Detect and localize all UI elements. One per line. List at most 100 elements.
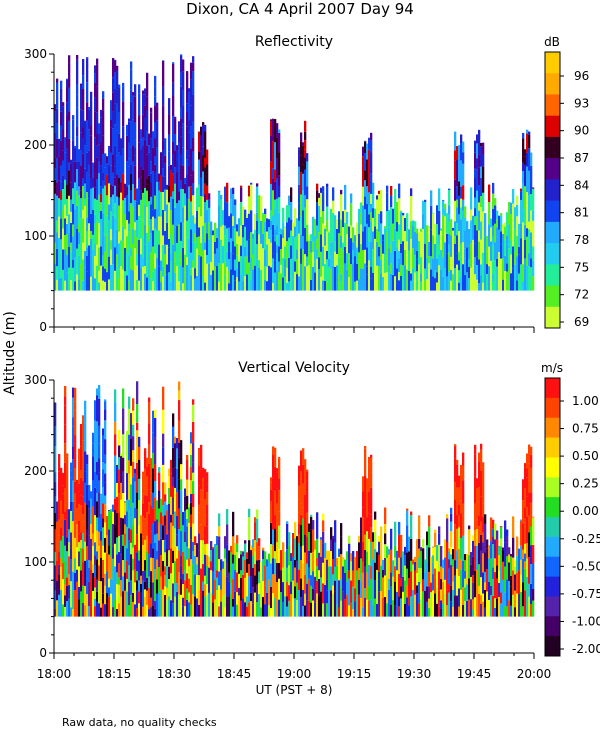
data-cell (362, 516, 365, 542)
data-cell (338, 548, 341, 557)
data-cell (126, 447, 129, 474)
data-cell (122, 471, 125, 494)
data-cell (84, 585, 87, 606)
data-cell (452, 581, 455, 590)
colorbar-band (545, 517, 560, 538)
data-cell (370, 527, 373, 542)
data-cell (204, 183, 207, 195)
data-cell (396, 221, 399, 232)
data-cell (304, 169, 307, 196)
data-cell (62, 536, 65, 563)
data-cell (212, 602, 215, 617)
data-cell (268, 553, 271, 561)
data-cell (462, 210, 465, 233)
data-cell (188, 165, 191, 187)
data-cell (450, 219, 453, 236)
data-cell (132, 206, 135, 229)
data-cell (530, 267, 533, 291)
data-cell (144, 450, 147, 469)
data-cell (276, 178, 279, 199)
data-cell (312, 529, 315, 553)
data-cell (96, 112, 99, 134)
data-cell (478, 283, 481, 291)
colorbar-band (545, 457, 560, 478)
data-cell (86, 230, 89, 248)
data-cell (104, 399, 107, 402)
data-cell (396, 247, 399, 260)
data-cell (108, 183, 111, 205)
data-cell (456, 568, 459, 596)
data-cell (274, 515, 277, 529)
data-cell (186, 599, 189, 617)
data-cell (528, 148, 531, 171)
data-cell (162, 176, 165, 193)
data-cell (118, 603, 121, 617)
data-cell (182, 147, 185, 167)
data-cell (424, 199, 427, 203)
data-cell (488, 184, 491, 190)
data-cell (74, 467, 77, 482)
data-cell (224, 274, 227, 291)
data-cell (74, 590, 77, 617)
data-cell (272, 574, 275, 594)
data-cell (180, 479, 183, 491)
data-cell (360, 213, 363, 225)
data-cell (380, 223, 383, 245)
data-cell (432, 258, 435, 277)
data-cell (334, 519, 337, 521)
data-cell (174, 207, 177, 228)
data-cell (98, 194, 101, 206)
data-cell (476, 216, 479, 231)
data-cell (402, 553, 405, 577)
data-cell (74, 443, 77, 468)
data-cell (116, 482, 119, 497)
data-cell (94, 487, 97, 516)
data-cell (92, 432, 95, 444)
data-cell (228, 227, 231, 242)
data-cell (236, 277, 239, 291)
data-cell (204, 584, 207, 597)
data-cell (292, 222, 295, 237)
colorbar-band (545, 179, 560, 202)
data-cell (252, 233, 255, 239)
data-cell (424, 572, 427, 591)
data-cell (130, 269, 133, 291)
data-cell (176, 558, 179, 584)
data-cell (74, 435, 77, 444)
data-cell (80, 83, 83, 86)
data-cell (84, 168, 87, 184)
data-cell (286, 596, 289, 607)
data-cell (96, 559, 99, 580)
data-cell (374, 208, 377, 227)
data-cell (386, 192, 389, 212)
data-cell (88, 164, 91, 176)
data-cell (116, 464, 119, 483)
data-cell (94, 565, 97, 578)
data-cell (318, 578, 321, 597)
data-cell (500, 592, 503, 604)
data-cell (184, 542, 187, 557)
data-cell (300, 263, 303, 291)
data-cell (58, 216, 61, 238)
data-cell (136, 188, 139, 202)
data-cell (306, 536, 309, 564)
data-cell (248, 517, 251, 541)
data-cell (200, 499, 203, 525)
data-cell (526, 507, 529, 517)
data-cell (228, 259, 231, 271)
data-cell (492, 273, 495, 282)
data-cell (432, 212, 435, 236)
data-cell (78, 483, 81, 492)
data-cell (104, 454, 107, 464)
data-cell (524, 463, 527, 468)
data-cell (202, 581, 205, 591)
data-cell (58, 551, 61, 565)
data-cell (250, 601, 253, 617)
data-cell (362, 491, 365, 508)
data-cell (376, 241, 379, 266)
data-cell (366, 551, 369, 573)
data-cell (166, 264, 169, 275)
data-cell (448, 244, 451, 253)
data-cell (136, 571, 139, 581)
data-cell (406, 241, 409, 252)
